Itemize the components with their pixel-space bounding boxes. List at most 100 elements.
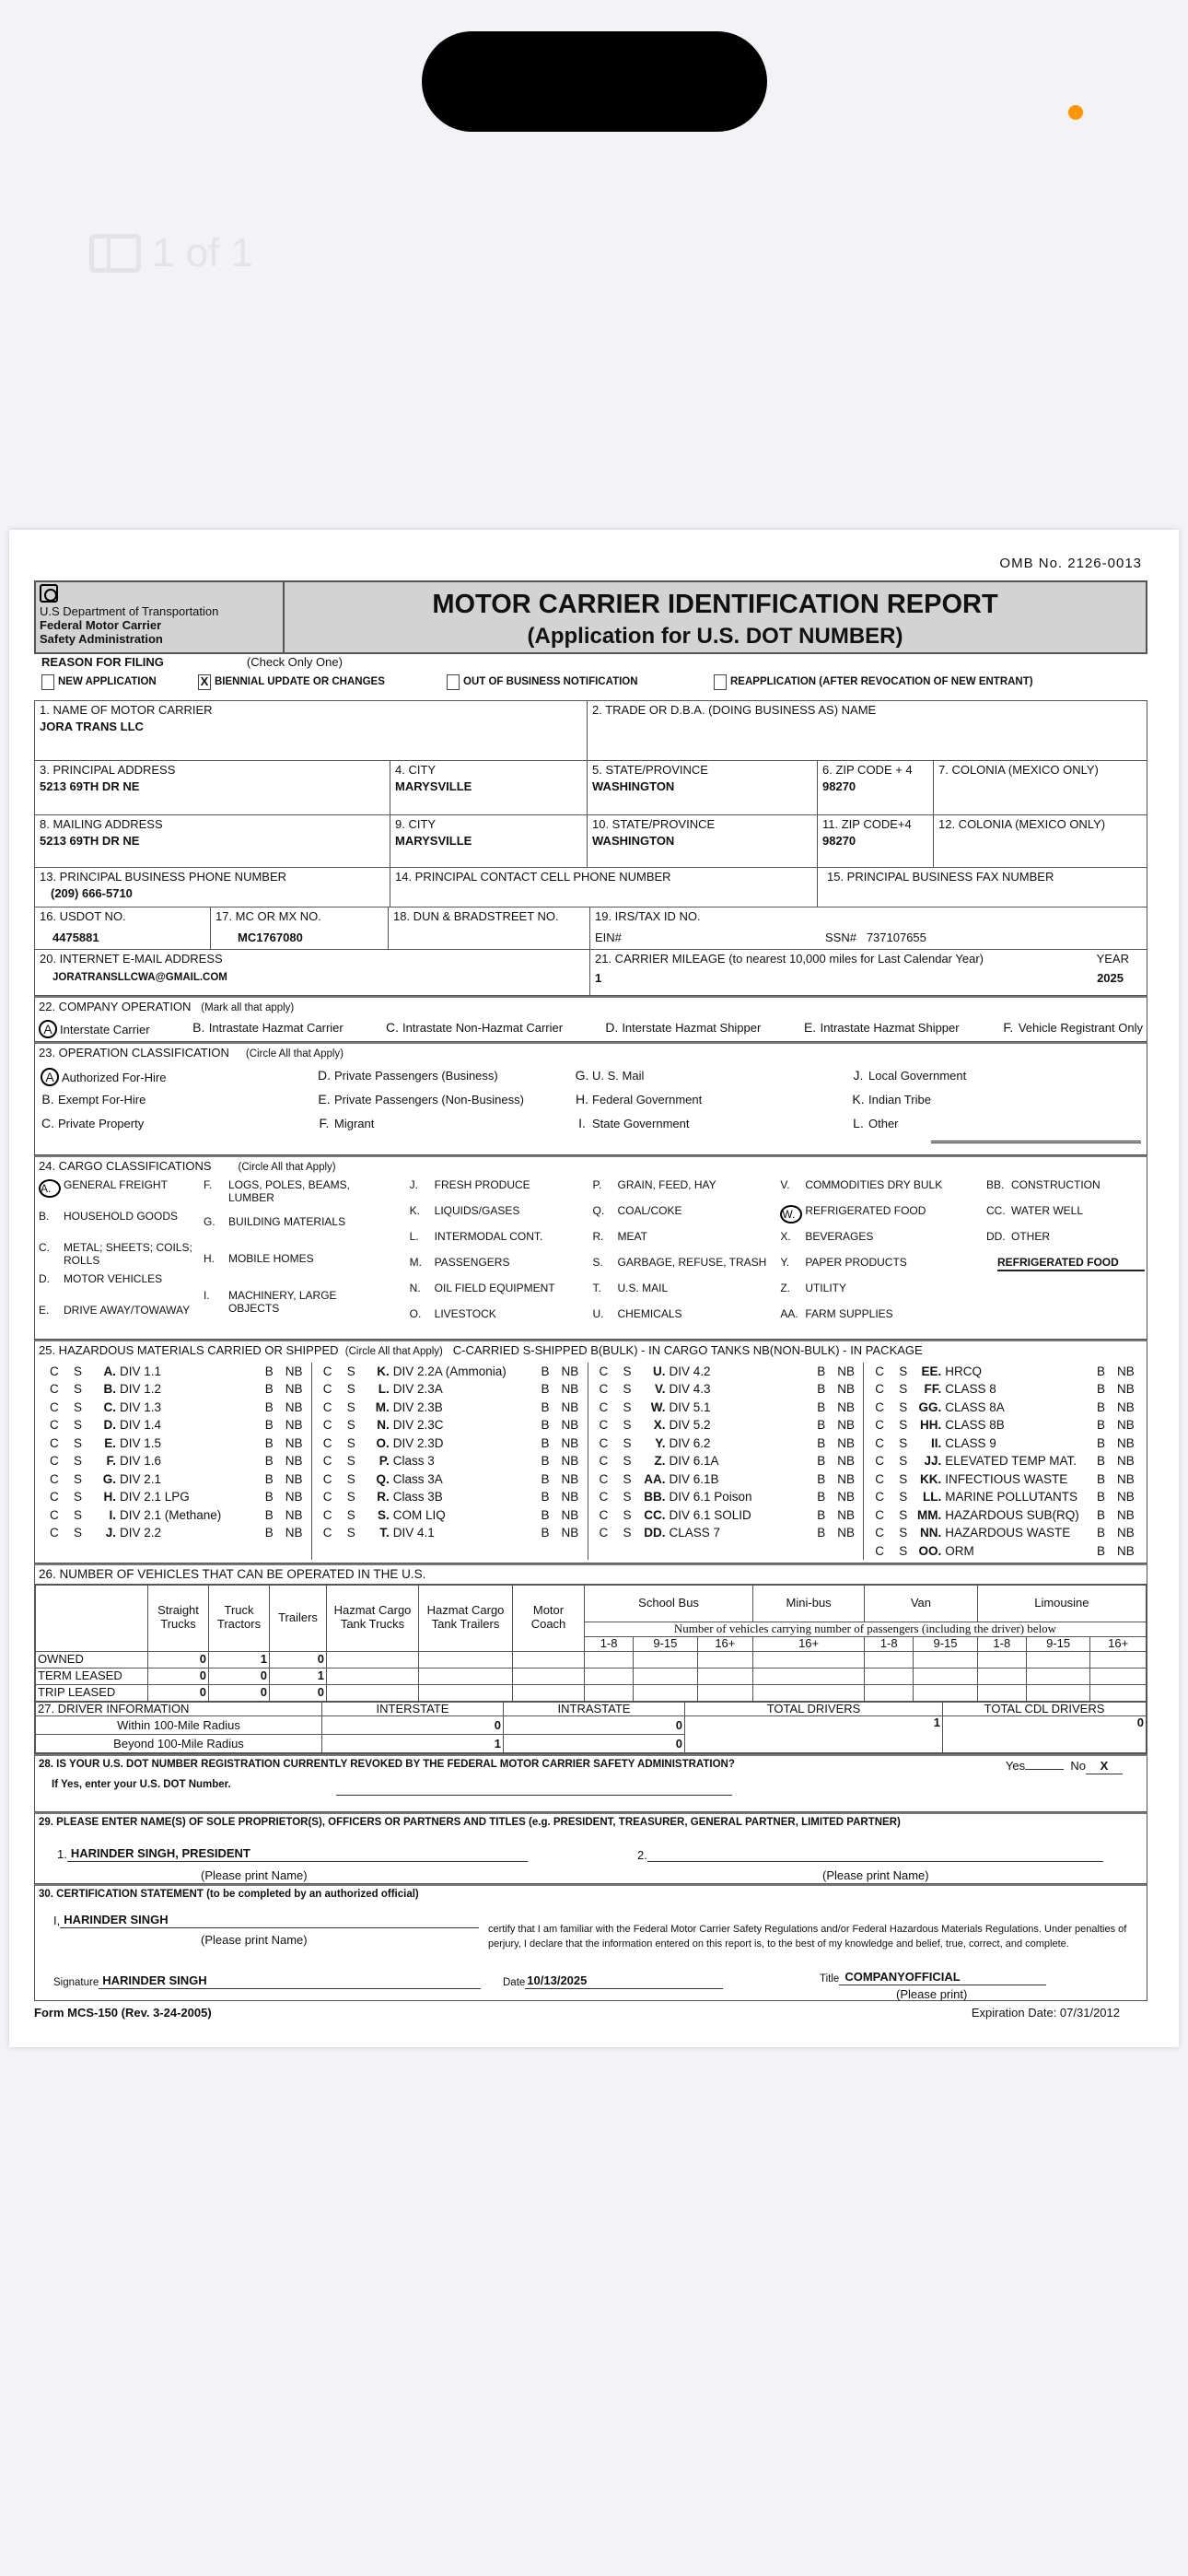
vehicle-count[interactable] <box>696 1650 754 1669</box>
field-email[interactable]: 20. INTERNET E-MAIL ADDRESS JORATRANSLLCW… <box>35 950 590 995</box>
non-bulk-option[interactable]: NB <box>561 1507 579 1522</box>
vehicle-count[interactable] <box>633 1650 698 1669</box>
carried-option[interactable]: C <box>875 1382 884 1397</box>
cargo-option[interactable]: Z. UTILITY <box>780 1282 986 1308</box>
shipped-option[interactable]: S <box>74 1454 83 1469</box>
carried-option[interactable]: C <box>322 1471 332 1486</box>
non-bulk-option[interactable]: NB <box>285 1364 303 1378</box>
cargo-option[interactable]: V. COMMODITIES DRY BULK <box>780 1179 986 1205</box>
field-mileage[interactable]: 21. CARRIER MILEAGE (to nearest 10,000 m… <box>590 950 1147 995</box>
cargo-option[interactable]: B. HOUSEHOLD GOODS <box>39 1211 204 1242</box>
checkbox[interactable] <box>447 673 460 690</box>
vehicle-count[interactable] <box>752 1650 866 1669</box>
bulk-option[interactable]: B <box>1097 1382 1106 1397</box>
bulk-option[interactable]: B <box>541 1435 550 1450</box>
total-drivers-value[interactable]: 1 <box>684 1715 943 1754</box>
dot-number-line[interactable] <box>336 1795 732 1797</box>
cargo-option[interactable]: M. PASSENGERS <box>410 1257 593 1282</box>
bulk-option[interactable]: B <box>817 1471 826 1486</box>
vehicle-count[interactable]: 0 <box>269 1650 327 1669</box>
field-cell-phone[interactable]: 14. PRINCIPAL CONTACT CELL PHONE NUMBER <box>390 868 818 907</box>
cargo-option[interactable]: J. FRESH PRODUCE <box>410 1179 593 1205</box>
cargo-option[interactable]: U. CHEMICALS <box>593 1308 781 1334</box>
company-operation-option[interactable]: B. Intrastate Hazmat Carrier <box>192 1020 344 1038</box>
cargo-option[interactable]: N. OIL FIELD EQUIPMENT <box>410 1282 593 1308</box>
cargo-option[interactable]: AA. FARM SUPPLIES <box>780 1308 986 1334</box>
bulk-option[interactable]: B <box>541 1507 550 1522</box>
operation-class-option[interactable]: E. Private Passengers (Non-Business) <box>317 1092 575 1116</box>
intrastate-count[interactable]: 0 <box>503 1715 685 1736</box>
bulk-option[interactable]: B <box>817 1382 826 1397</box>
checkbox[interactable] <box>41 673 54 690</box>
carried-option[interactable]: C <box>875 1364 884 1378</box>
cargo-option[interactable]: W. REFRIGERATED FOOD <box>780 1205 986 1231</box>
cargo-option[interactable]: P. GRAIN, FEED, HAY <box>593 1179 781 1205</box>
vehicle-count[interactable] <box>913 1650 978 1669</box>
vehicle-count[interactable] <box>633 1667 698 1685</box>
vehicle-count[interactable] <box>633 1683 698 1702</box>
shipped-option[interactable]: S <box>623 1526 632 1540</box>
carried-option[interactable]: C <box>50 1435 59 1450</box>
carried-option[interactable]: C <box>599 1364 609 1378</box>
shipped-option[interactable]: S <box>623 1471 632 1486</box>
bulk-option[interactable]: B <box>264 1418 274 1433</box>
intrastate-count[interactable]: 0 <box>503 1734 685 1754</box>
vehicle-count[interactable] <box>1025 1650 1091 1669</box>
bulk-option[interactable]: B <box>817 1490 826 1505</box>
shipped-option[interactable]: S <box>623 1399 632 1414</box>
vehicle-count[interactable] <box>752 1667 866 1685</box>
carried-option[interactable]: C <box>50 1507 59 1522</box>
shipped-option[interactable]: S <box>623 1435 632 1450</box>
vehicle-count[interactable]: 1 <box>208 1650 270 1669</box>
non-bulk-option[interactable]: NB <box>561 1526 579 1540</box>
vehicle-count[interactable] <box>1089 1683 1147 1702</box>
shipped-option[interactable]: S <box>899 1364 908 1378</box>
vehicle-count[interactable] <box>976 1683 1027 1702</box>
operation-class-option[interactable]: L. Other <box>851 1116 1127 1140</box>
operation-class-option[interactable]: G. U. S. Mail <box>575 1068 851 1092</box>
shipped-option[interactable]: S <box>74 1526 83 1540</box>
non-bulk-option[interactable]: NB <box>1117 1435 1135 1450</box>
page-indicator[interactable]: 1 of 1 <box>89 230 253 276</box>
shipped-option[interactable]: S <box>74 1507 83 1522</box>
cargo-option[interactable]: E. DRIVE AWAY/TOWAWAY <box>39 1305 204 1336</box>
interstate-count[interactable]: 1 <box>321 1734 504 1754</box>
non-bulk-option[interactable]: NB <box>285 1382 303 1397</box>
vehicle-count[interactable] <box>512 1650 585 1669</box>
bulk-option[interactable]: B <box>1097 1399 1106 1414</box>
cargo-option[interactable]: L. INTERMODAL CONT. <box>410 1231 593 1257</box>
shipped-option[interactable]: S <box>346 1364 355 1378</box>
bulk-option[interactable]: B <box>264 1399 274 1414</box>
operation-class-option[interactable]: F. Migrant <box>317 1116 575 1140</box>
non-bulk-option[interactable]: NB <box>1117 1418 1135 1433</box>
field-business-phone[interactable]: 13. PRINCIPAL BUSINESS PHONE NUMBER (209)… <box>35 868 390 907</box>
non-bulk-option[interactable]: NB <box>837 1454 856 1469</box>
non-bulk-option[interactable]: NB <box>1117 1543 1135 1558</box>
vehicle-count[interactable] <box>864 1683 914 1702</box>
bulk-option[interactable]: B <box>541 1471 550 1486</box>
bulk-option[interactable]: B <box>1097 1526 1106 1540</box>
shipped-option[interactable]: S <box>346 1454 355 1469</box>
non-bulk-option[interactable]: NB <box>837 1526 856 1540</box>
non-bulk-option[interactable]: NB <box>1117 1364 1135 1378</box>
carried-option[interactable]: C <box>599 1382 609 1397</box>
cargo-option[interactable]: D. MOTOR VEHICLES <box>39 1273 204 1305</box>
operation-class-option[interactable]: A Authorized For-Hire <box>41 1068 317 1092</box>
bulk-option[interactable]: B <box>817 1435 826 1450</box>
shipped-option[interactable]: S <box>623 1490 632 1505</box>
reason-option[interactable]: X BIENNIAL UPDATE OR CHANGES <box>198 673 447 690</box>
non-bulk-option[interactable]: NB <box>561 1399 579 1414</box>
non-bulk-option[interactable]: NB <box>561 1490 579 1505</box>
carried-option[interactable]: C <box>50 1526 59 1540</box>
date-field[interactable]: 10/13/2025 <box>525 1974 724 1990</box>
bulk-option[interactable]: B <box>817 1418 826 1433</box>
carried-option[interactable]: C <box>875 1490 884 1505</box>
vehicle-count[interactable]: 0 <box>147 1650 209 1669</box>
carried-option[interactable]: C <box>322 1364 332 1378</box>
sidebar-icon[interactable] <box>89 234 141 273</box>
vehicle-count[interactable] <box>583 1683 635 1702</box>
carried-option[interactable]: C <box>322 1507 332 1522</box>
carried-option[interactable]: C <box>599 1490 609 1505</box>
company-operation-option[interactable]: C. Intrastate Non-Hazmat Carrier <box>385 1020 563 1038</box>
bulk-option[interactable]: B <box>817 1454 826 1469</box>
